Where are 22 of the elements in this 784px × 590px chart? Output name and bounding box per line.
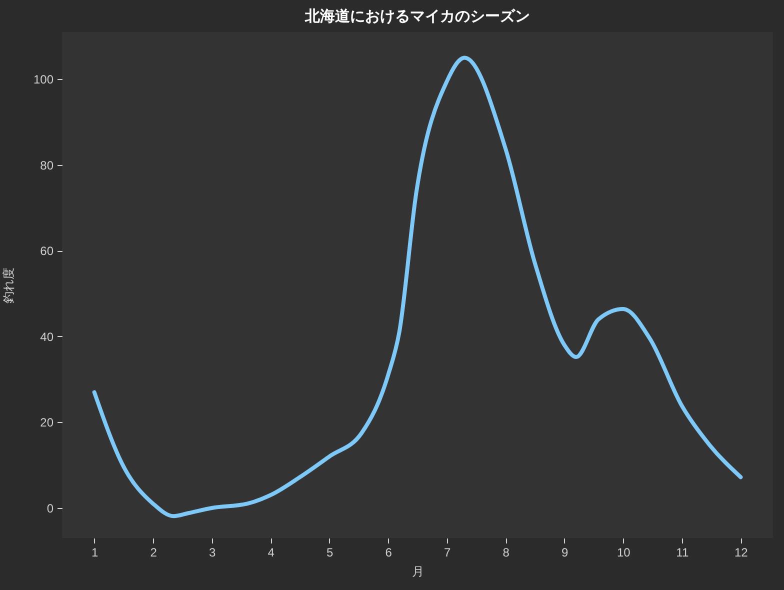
y-tick-label: 80	[40, 158, 54, 172]
x-tick-label: 5	[326, 546, 334, 560]
y-tick-label: 0	[46, 501, 54, 516]
x-tick-label: 12	[734, 546, 748, 560]
y-axis-title: 釣れ度	[1, 268, 16, 304]
x-tick-label: 6	[385, 546, 392, 560]
x-axis-title: 月	[412, 564, 424, 578]
y-tick-label: 20	[40, 416, 54, 430]
chart-title: 北海道におけるマイカのシーズン	[304, 8, 530, 25]
x-tick-label: 9	[562, 546, 569, 560]
x-tick-label: 11	[676, 546, 689, 560]
x-tick-label: 4	[268, 546, 275, 560]
x-tick-label: 8	[502, 546, 510, 560]
y-tick-label: 60	[40, 244, 54, 258]
x-tick-label: 10	[616, 546, 631, 560]
y-tick-label: 40	[40, 330, 54, 344]
x-tick-label: 7	[444, 546, 452, 560]
y-tick-label: 100	[33, 72, 54, 87]
line-series	[92, 56, 743, 518]
x-tick-label: 2	[150, 546, 158, 560]
x-tick-label: 1	[91, 546, 98, 560]
x-tick-label: 3	[208, 546, 216, 560]
